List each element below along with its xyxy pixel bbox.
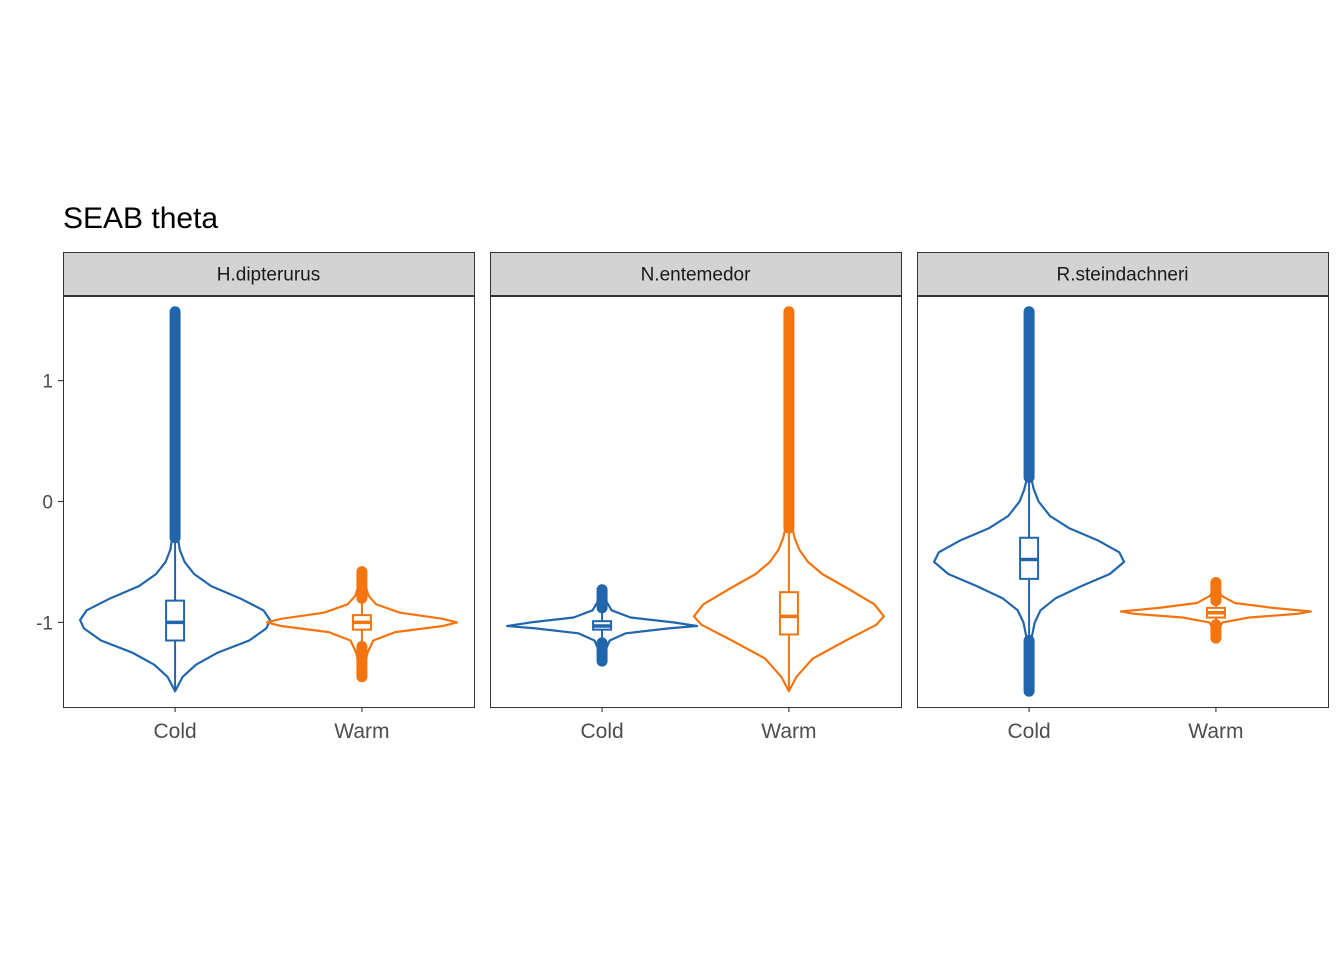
panel-border	[490, 296, 902, 708]
box-warm	[778, 591, 799, 636]
x-tick-label: Warm	[1188, 720, 1243, 743]
y-tick-label: -1	[36, 613, 53, 634]
chart-title: SEAB theta	[63, 202, 218, 235]
x-tick-label: Cold	[1007, 720, 1050, 743]
box-cold	[165, 599, 186, 642]
y-tick-label: 1	[42, 372, 53, 393]
facet-strip-label: N.entemedor	[641, 265, 752, 286]
panel-2: R.steindachneri Cold Warm	[917, 252, 1329, 743]
panel-border	[917, 296, 1329, 708]
facet-strip	[63, 252, 475, 296]
x-tick-label: Warm	[334, 720, 389, 743]
facet-strip-label: R.steindachneri	[1056, 265, 1188, 286]
panel-0: H.dipterurus Cold Warm	[63, 252, 475, 743]
facet-strip	[490, 252, 902, 296]
x-tick-label: Cold	[580, 720, 623, 743]
y-tick-label: 0	[42, 493, 53, 514]
panel-border	[63, 296, 475, 708]
y-axis: -1 0 1	[36, 372, 63, 634]
panel-1: N.entemedor Cold Warm	[490, 252, 902, 743]
facet-strip	[917, 252, 1329, 296]
facet-strip-label: H.dipterurus	[217, 265, 321, 286]
x-tick-label: Warm	[761, 720, 816, 743]
x-tick-label: Cold	[153, 720, 196, 743]
